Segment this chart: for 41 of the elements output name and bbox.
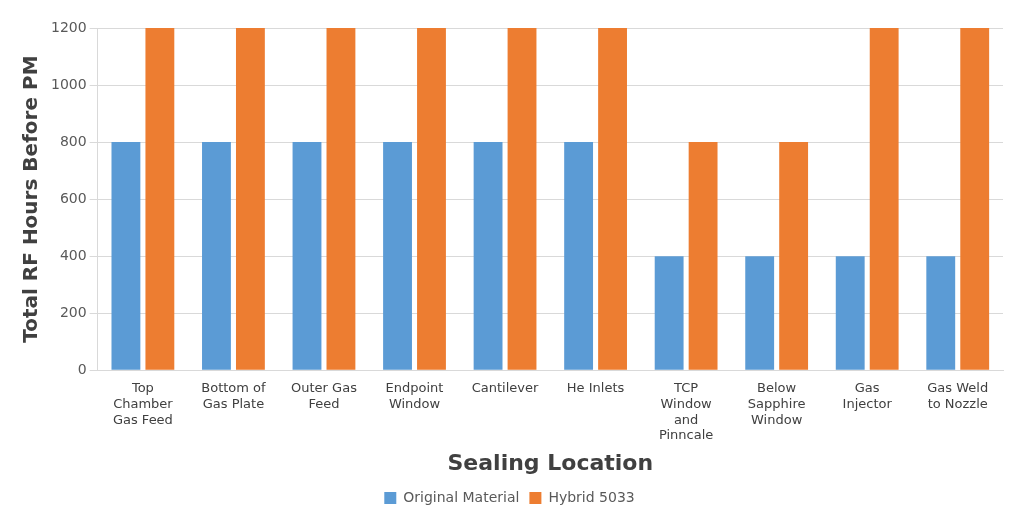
bar — [417, 28, 446, 370]
bar — [326, 28, 356, 370]
bar — [835, 256, 865, 370]
x-tick-label: He Inlets — [566, 380, 625, 396]
bar — [869, 28, 899, 370]
legend-label: Original Material — [403, 488, 520, 505]
bar — [473, 142, 503, 370]
bar — [745, 256, 775, 370]
bar — [654, 256, 684, 370]
y-tick-label: 600 — [59, 189, 87, 206]
bar — [235, 28, 265, 370]
y-axis-title: Total RF Hours Before PM — [18, 55, 43, 343]
bar — [111, 142, 141, 370]
x-tick-label: Below Sapphire Window — [747, 380, 806, 427]
bar — [383, 142, 412, 370]
y-tick-label: 800 — [59, 132, 87, 149]
bar — [202, 142, 231, 370]
x-tick-label: Cantilever — [471, 380, 540, 396]
bar — [145, 28, 175, 370]
bar — [779, 142, 809, 370]
y-tick-label: 0 — [77, 360, 87, 377]
legend-label: Hybrid 5033 — [548, 488, 635, 505]
bar — [688, 142, 718, 370]
x-tick-label: Endpoint Window — [385, 380, 444, 411]
x-tick-label: Top Chamber Gas Feed — [112, 380, 174, 427]
bar — [960, 28, 990, 370]
bar — [926, 256, 956, 370]
x-tick-label: Gas Weld to Nozzle — [927, 380, 989, 411]
x-axis-title: Sealing Location — [447, 449, 654, 475]
bar — [598, 28, 627, 370]
x-tick-label: Outer Gas Feed — [291, 380, 358, 411]
y-tick-label: 200 — [59, 303, 87, 320]
bar — [292, 142, 322, 370]
x-tick-label: TCP Window and Pinncale — [658, 380, 714, 443]
bar — [564, 142, 594, 370]
y-tick-label: 400 — [59, 246, 87, 263]
y-tick-label: 1200 — [50, 18, 87, 35]
x-tick-label: Bottom of Gas Plate — [201, 380, 267, 411]
y-tick-label: 1000 — [50, 75, 87, 92]
x-tick-label: Gas Injector — [842, 380, 893, 411]
bar — [507, 28, 537, 370]
